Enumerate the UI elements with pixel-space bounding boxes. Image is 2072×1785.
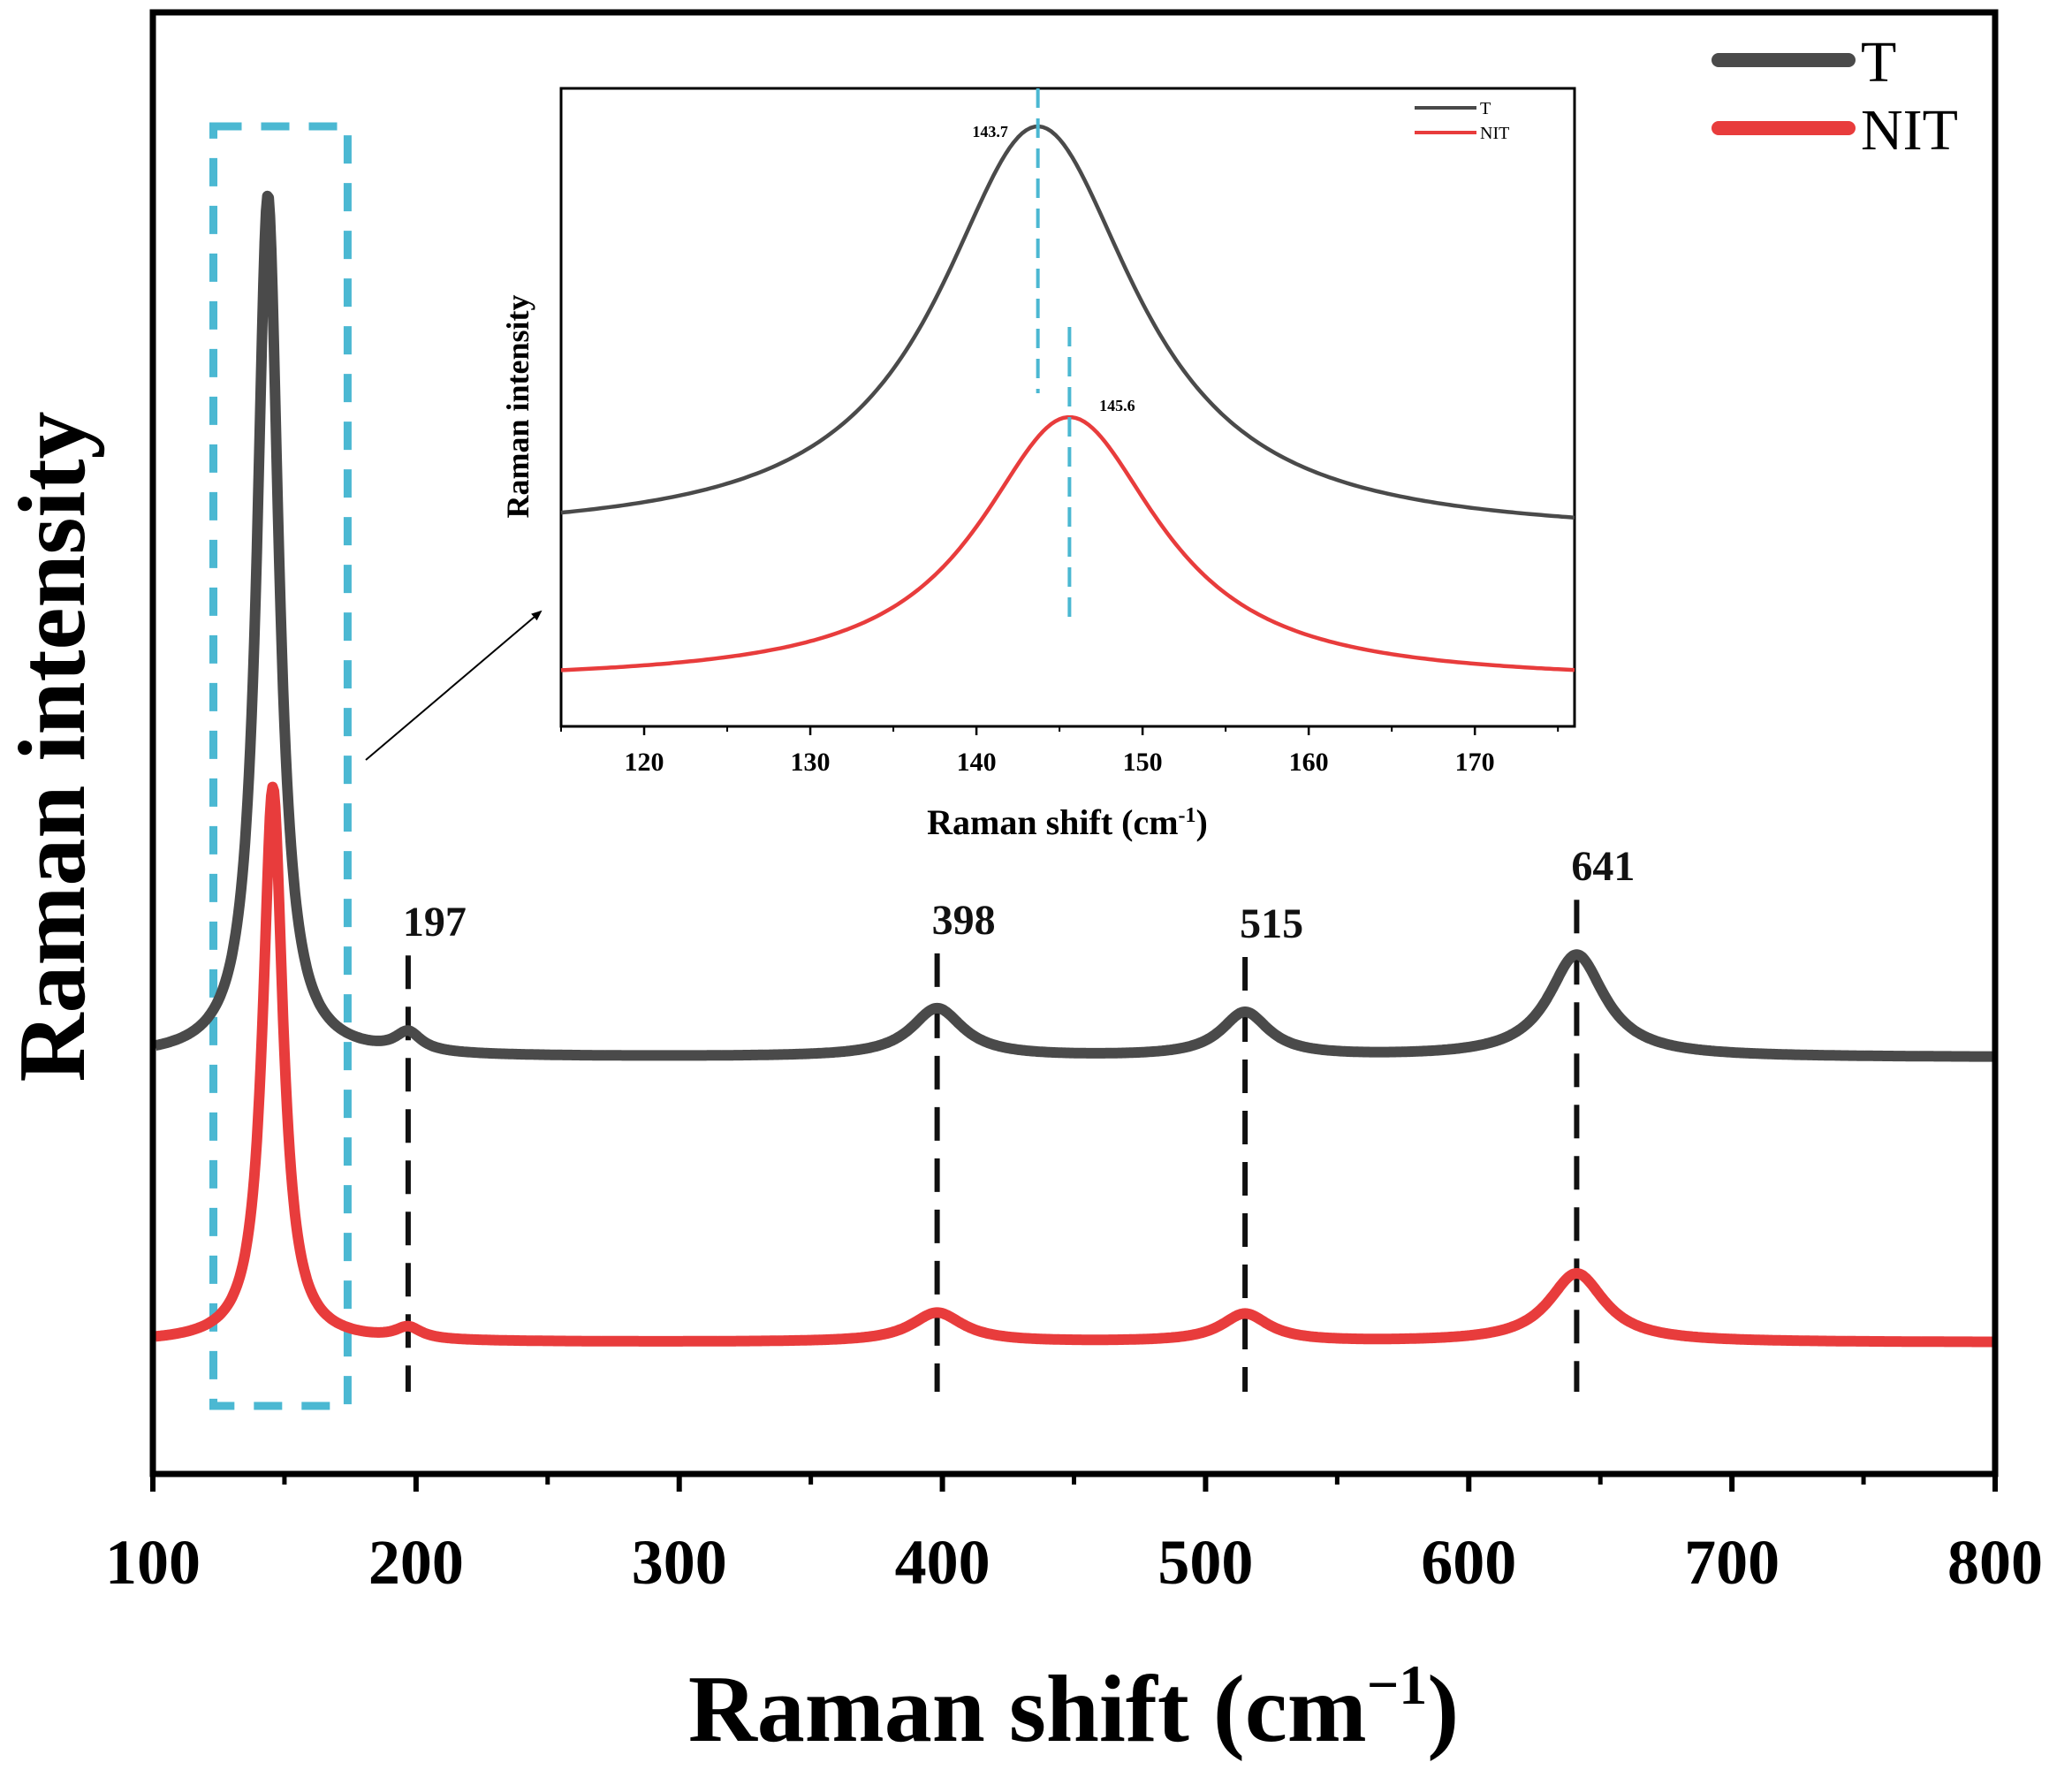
inset-y-axis-title: Raman intensity	[500, 294, 535, 518]
peak-label: 515	[1240, 900, 1303, 947]
zoom-arrow	[365, 610, 543, 761]
inset-x-axis-title: Raman shift (cm-1)	[927, 802, 1208, 842]
inset-x-axis-title-superscript: -1	[1179, 804, 1196, 827]
inset-x-tick-label: 120	[625, 748, 664, 777]
series-line-nit	[151, 781, 2000, 1348]
peak-label: 398	[932, 897, 996, 944]
inset-series-line-t	[560, 124, 1575, 520]
x-tick-label: 400	[895, 1527, 990, 1598]
inset-frame	[559, 87, 1576, 728]
inset-x-tick-label: 140	[957, 748, 997, 777]
x-tick-label: 700	[1684, 1527, 1780, 1598]
x-tick-label: 300	[632, 1527, 727, 1598]
x-tick-label: 200	[368, 1527, 464, 1598]
inset-x-axis-title-main: Raman shift (cm	[927, 802, 1178, 842]
inset-plot: 143.7 145.6 120 130 140 150 160 170 Raman shift …	[500, 87, 1576, 842]
x-tick-label: 800	[1947, 1527, 2043, 1598]
peak-label: 641	[1571, 843, 1635, 890]
inset-peak-label: 143.7	[972, 123, 1008, 141]
inset-x-tick-label: 130	[791, 748, 831, 777]
legend-label: T	[1861, 30, 1896, 95]
x-tick-label: 500	[1157, 1527, 1253, 1598]
inset-legend-label: NIT	[1480, 124, 1509, 143]
inset-x-tick-label: 170	[1455, 748, 1495, 777]
x-tick-label: 600	[1421, 1527, 1516, 1598]
inset-x-tick-label: 160	[1289, 748, 1329, 777]
x-axis-title-superscript: −1	[1367, 1653, 1427, 1716]
inset-x-axis-title-close: )	[1196, 802, 1208, 842]
x-axis-title-close: )	[1427, 1657, 1459, 1762]
legend-label: NIT	[1861, 98, 1958, 163]
x-tick-label: 100	[105, 1527, 201, 1598]
inset-legend-label: T	[1480, 99, 1491, 118]
main-plot: 197 398 515 641 100 200 300 400 500 600 700 800 Rama…	[0, 9, 2043, 1762]
inset-peak-label: 145.6	[1099, 397, 1135, 414]
y-axis-title: Raman intensity	[0, 411, 105, 1082]
inset-x-tick-label: 150	[1123, 748, 1163, 777]
series-line-t	[151, 190, 2000, 1062]
x-axis-title-main: Raman shift (cm	[688, 1657, 1367, 1762]
x-axis-title: Raman shift (cm−1)	[688, 1653, 1459, 1762]
highlight-box	[209, 122, 352, 1410]
peak-label: 197	[403, 899, 467, 946]
